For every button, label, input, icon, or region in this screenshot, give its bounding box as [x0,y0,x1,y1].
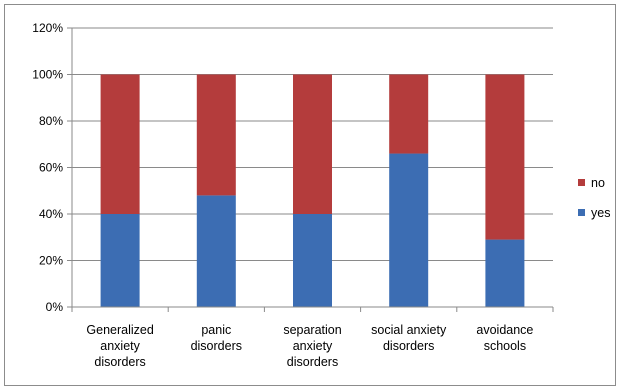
bar-no [293,74,332,214]
bar-yes [389,153,429,307]
y-tick-label: 20% [39,254,63,268]
bar-no [196,74,236,196]
legend-swatch-no [578,179,585,186]
bar-no [485,74,525,240]
y-tick-label: 60% [39,161,63,175]
legend-label-no: no [591,176,605,190]
y-tick-label: 120% [32,21,63,35]
legend-label-yes: yes [591,206,610,220]
x-category-label: panic disorders [191,323,242,353]
bar-no [100,74,140,214]
y-tick-label: 80% [39,114,63,128]
bar-no [389,74,429,154]
y-tick-label: 0% [46,300,64,314]
y-tick-label: 40% [39,207,63,221]
bar-yes [485,239,525,307]
bar-yes [100,214,140,307]
x-category-label: Generalized anxiety disorders [86,323,153,369]
legend-swatch-yes [578,209,585,216]
y-tick-label: 100% [32,68,63,82]
bar-yes [196,195,236,307]
bar-yes [293,214,332,307]
x-category-label: social anxiety disorders [371,323,447,353]
x-category-label: avoidance schools [476,323,533,353]
x-category-label: separation anxiety disorders [283,323,341,369]
